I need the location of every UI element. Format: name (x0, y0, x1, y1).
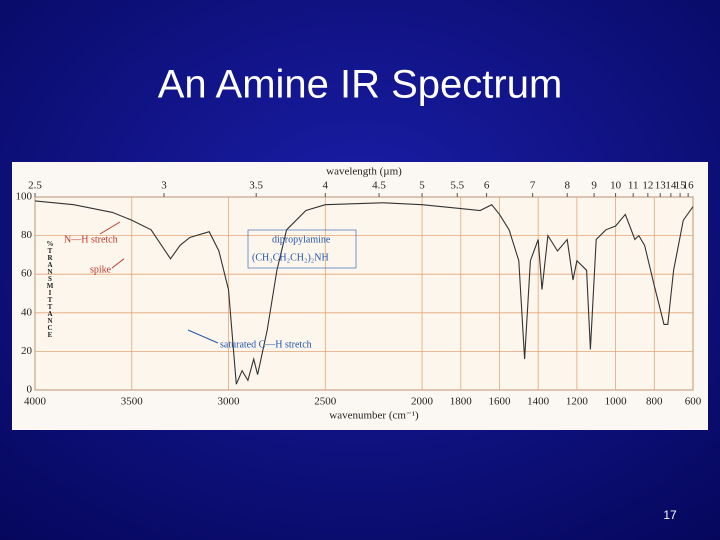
y-tick-label: 40 (21, 306, 33, 318)
x-tick-label: 2000 (411, 396, 434, 408)
top-tick-label: 7 (530, 180, 536, 192)
y-axis-label: %TRANSMITTANCE (46, 240, 54, 338)
x-tick-label: 2500 (314, 396, 337, 408)
top-tick-label: 8 (564, 180, 570, 192)
top-tick-label: 13 (655, 180, 667, 192)
annotation: dipropylamine (272, 234, 331, 245)
top-tick-label: 5 (419, 180, 425, 192)
annotation: (CH₃CH₂CH₂)₂NH (252, 252, 329, 263)
x-tick-label: 800 (646, 396, 663, 408)
x-tick-label: 4000 (24, 396, 47, 408)
top-tick-label: 3.5 (249, 180, 263, 192)
top-tick-label: 2.5 (28, 180, 42, 192)
top-tick-label: 14 (665, 180, 677, 192)
page-number: 17 (663, 508, 677, 522)
plot-area (34, 196, 694, 391)
top-tick-label: 16 (683, 180, 695, 192)
annotation-pointer (187, 329, 219, 344)
y-tick-label: 60 (21, 268, 33, 280)
annotation-pointer (111, 258, 125, 269)
x-tick-label: 600 (685, 396, 702, 408)
top-tick-label: 4.5 (372, 180, 386, 192)
top-tick-label: 3 (161, 180, 167, 192)
top-axis-label: wavelength (µm) (326, 166, 402, 178)
top-tick-label: 10 (610, 180, 622, 192)
spectrum-line (34, 200, 694, 385)
top-tick-label: 5.5 (450, 180, 464, 192)
y-tick-label: 100 (16, 191, 33, 203)
slide-title: An Amine IR Spectrum (158, 63, 563, 107)
x-tick-label: 1200 (566, 396, 589, 408)
top-tick-label: 4 (323, 180, 329, 192)
annotation: spike (90, 264, 112, 275)
x-axis-label: wavenumber (cm⁻¹) (329, 410, 419, 422)
top-tick-label: 15 (675, 180, 687, 192)
compound-box (247, 229, 357, 269)
x-tick-label: 1600 (488, 396, 511, 408)
x-tick-label: 1800 (450, 396, 473, 408)
annotation: saturated C—H stretch (220, 339, 312, 350)
annotation: N—H stretch (64, 234, 118, 245)
annotation-pointer (99, 221, 121, 235)
top-tick-label: 11 (628, 180, 639, 192)
top-tick-label: 12 (642, 180, 653, 192)
x-tick-label: 3500 (121, 396, 144, 408)
x-tick-label: 1400 (527, 396, 550, 408)
x-tick-label: 1000 (605, 396, 628, 408)
top-tick-label: 6 (484, 180, 490, 192)
top-tick-label: 9 (591, 180, 597, 192)
chart: 0 20 40 60 80 100 4000 3500 3000 2500 2000 1800 1600… (16, 166, 702, 422)
y-tick-label: 80 (21, 229, 33, 241)
y-tick-label: 20 (21, 345, 33, 357)
y-tick-label: 0 (27, 384, 33, 396)
x-tick-label: 3000 (218, 396, 241, 408)
